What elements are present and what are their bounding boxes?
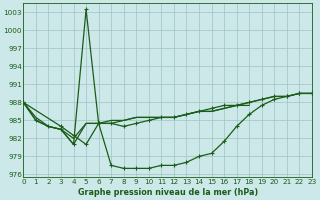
X-axis label: Graphe pression niveau de la mer (hPa): Graphe pression niveau de la mer (hPa) [77, 188, 258, 197]
